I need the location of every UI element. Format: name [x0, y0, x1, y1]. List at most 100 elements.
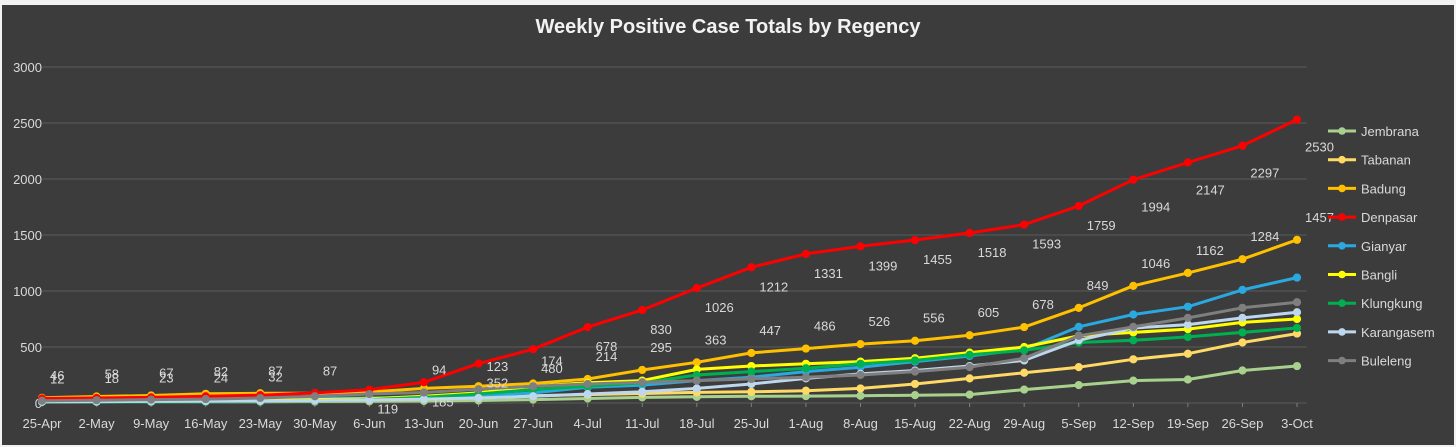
- badung-point: [1020, 322, 1029, 332]
- x-tick-label: 25-Apr: [22, 416, 62, 431]
- legend-item-tabanan: Tabanan: [1328, 153, 1411, 168]
- buleleng-point: [201, 394, 210, 404]
- x-tick-label: 20-Jun: [459, 416, 499, 431]
- data-label: 1759: [1087, 218, 1116, 233]
- x-tick-label: 29-Aug: [1003, 416, 1045, 431]
- legend-item-bangli: Bangli: [1328, 268, 1397, 283]
- denpasar-point: [856, 242, 865, 251]
- x-tick-label: 9-May: [133, 416, 170, 431]
- legend-label: Badung: [1361, 181, 1406, 196]
- data-label: 174: [541, 354, 563, 369]
- buleleng-point: [256, 393, 265, 403]
- karangasem-point: [528, 392, 538, 401]
- denpasar-line: [41, 118, 1298, 400]
- legend-label: Jembrana: [1361, 124, 1420, 139]
- karangasem-point: [692, 384, 701, 393]
- badung-point: [1183, 268, 1192, 277]
- data-label: 605: [978, 305, 1000, 320]
- buleleng-point: [1129, 322, 1138, 331]
- denpasar-point: [910, 235, 920, 245]
- x-tick-label: 3-Oct: [1281, 416, 1313, 431]
- x-tick-label: 5-Sep: [1061, 416, 1096, 431]
- x-tick-label: 25-Jul: [734, 416, 770, 431]
- x-tick-label: 27-Jun: [513, 416, 553, 431]
- tabanan-point: [747, 387, 756, 396]
- badung-point: [856, 339, 865, 349]
- karangasem-line: [41, 310, 1298, 404]
- legend-item-buleleng: Buleleng: [1328, 354, 1412, 369]
- badung-point: [692, 358, 701, 367]
- x-tick-label: 26-Sep: [1221, 416, 1263, 431]
- data-label: 1457: [1305, 210, 1334, 225]
- legend-marker: [1338, 270, 1346, 279]
- x-tick-label: 6-Jun: [353, 416, 386, 431]
- legend-label: Klungkung: [1361, 296, 1422, 311]
- data-label: 82: [214, 364, 228, 379]
- buleleng-point: [147, 395, 156, 404]
- x-tick-label: 11-Jul: [625, 416, 660, 431]
- buleleng-point: [365, 389, 374, 399]
- y-tick-label: 1500: [13, 228, 42, 243]
- chart-title: Weekly Positive Case Totals by Regency: [535, 16, 921, 38]
- gianyar-point: [1292, 273, 1302, 282]
- y-tick-label: 3000: [13, 60, 42, 75]
- data-label: 24: [214, 370, 228, 385]
- klungkung-point: [1292, 323, 1302, 333]
- tabanan-point: [910, 379, 920, 389]
- jembrana-point: [1074, 380, 1083, 390]
- data-label: 1994: [1141, 200, 1170, 215]
- data-label: 447: [759, 323, 781, 338]
- buleleng-point: [1183, 313, 1192, 322]
- badung-point: [1129, 281, 1138, 290]
- data-label: 2147: [1196, 183, 1225, 198]
- data-label: 1162: [1196, 243, 1224, 258]
- y-axis-ticks: 050010001500200025003000: [13, 60, 42, 411]
- data-label: 480: [541, 361, 563, 376]
- data-label: 1046: [1141, 256, 1170, 271]
- x-tick-label: 2-May: [79, 416, 116, 431]
- klungkung-point: [801, 364, 811, 373]
- badung-point: [801, 344, 811, 353]
- legend-marker: [1338, 127, 1346, 135]
- data-label: 1026: [705, 300, 734, 315]
- data-label: 2297: [1250, 166, 1279, 181]
- buleleng-point: [310, 392, 319, 401]
- x-tick-label: 16-May: [184, 416, 228, 431]
- data-label: 2530: [1305, 140, 1334, 155]
- legend-item-badung: Badung: [1328, 181, 1406, 196]
- data-label: 1331: [814, 266, 843, 281]
- data-label: 295: [650, 340, 672, 355]
- badung-point: [638, 365, 647, 375]
- buleleng-point: [747, 374, 756, 384]
- klungkung-point: [1183, 332, 1192, 342]
- data-label: 18: [105, 371, 119, 386]
- denpasar-point: [1292, 115, 1302, 124]
- gianyar-point: [1129, 310, 1138, 319]
- data-label: 486: [814, 319, 836, 334]
- legend-marker: [1338, 155, 1346, 164]
- gianyar-point: [1074, 322, 1083, 331]
- denpasar-point: [638, 305, 647, 315]
- buleleng-point: [692, 376, 701, 385]
- klungkung-point: [747, 367, 756, 376]
- tabanan-point: [1074, 363, 1083, 372]
- denpasar-point: [1129, 175, 1138, 184]
- x-tick-label: 18-Jul: [679, 416, 715, 431]
- karangasem-point: [583, 389, 592, 399]
- buleleng-point: [37, 396, 47, 405]
- data-label: 123: [487, 359, 509, 374]
- legend-marker: [1338, 328, 1346, 336]
- data-label: 830: [650, 322, 672, 337]
- jembrana-point: [910, 391, 920, 400]
- tabanan-point: [801, 386, 811, 395]
- buleleng-point: [910, 367, 920, 376]
- series-buleleng: [37, 298, 1302, 405]
- y-tick-label: 500: [20, 340, 42, 355]
- karangasem-point: [638, 387, 647, 396]
- buleleng-point: [1020, 354, 1029, 363]
- buleleng-line: [41, 300, 1298, 403]
- data-label: 87: [323, 363, 337, 378]
- buleleng-point: [965, 363, 974, 372]
- legend-label: Bangli: [1361, 268, 1397, 283]
